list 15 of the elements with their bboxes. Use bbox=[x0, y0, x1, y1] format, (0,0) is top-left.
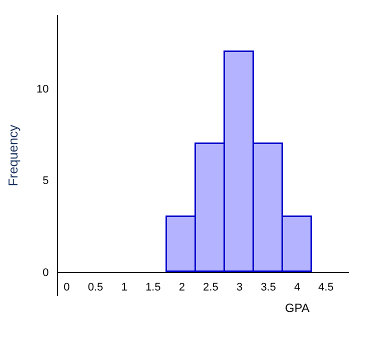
y-axis-title: Frequency bbox=[6, 124, 20, 186]
x-tick-label: 1 bbox=[121, 281, 128, 294]
x-tick-label: 4 bbox=[294, 281, 300, 294]
x-tick-label: 0 bbox=[64, 281, 70, 294]
x-axis-title: GPA bbox=[285, 301, 310, 315]
y-tick-label: 5 bbox=[42, 175, 49, 188]
x-tick-label: 2.5 bbox=[203, 281, 218, 294]
y-tick-label: 0 bbox=[42, 266, 49, 279]
y-tick-label: 10 bbox=[36, 83, 49, 96]
x-tick-label: 3.5 bbox=[260, 281, 276, 294]
x-tick-label: 0.5 bbox=[88, 281, 104, 294]
x-tick-label: 1.5 bbox=[145, 281, 161, 294]
x-tick-label: 2 bbox=[178, 281, 185, 294]
x-tick-label: 4.5 bbox=[318, 281, 334, 294]
x-tick-label: 3 bbox=[236, 281, 243, 294]
